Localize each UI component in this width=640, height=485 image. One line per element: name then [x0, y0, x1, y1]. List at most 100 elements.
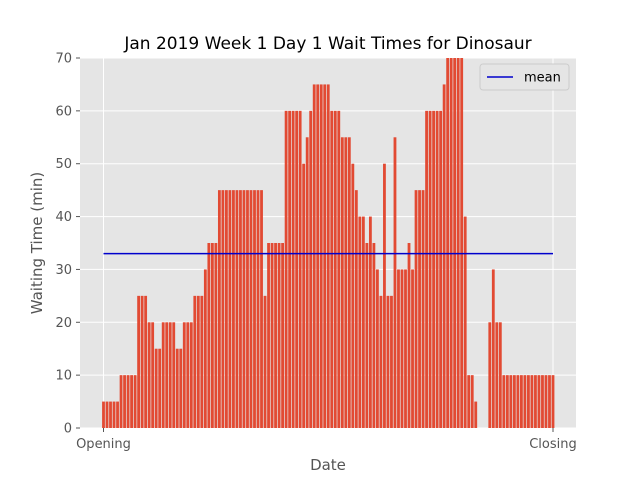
bar: [354, 190, 358, 428]
x-tick-label: Closing: [529, 437, 577, 452]
bar: [260, 190, 263, 428]
bar: [126, 375, 130, 428]
y-tick-labels: 0 10 20 30 40 50 60 70: [55, 52, 80, 437]
bar: [330, 110, 334, 428]
bar: [361, 216, 365, 428]
bar: [435, 110, 439, 428]
y-tick-label: 0: [64, 422, 72, 437]
bar: [421, 190, 425, 428]
bar: [179, 348, 183, 428]
bar: [548, 375, 551, 428]
bar: [344, 137, 348, 429]
bar: [302, 163, 306, 428]
bar: [175, 348, 179, 428]
x-axis-label: Date: [310, 456, 346, 474]
bar: [221, 190, 225, 428]
bar: [186, 322, 190, 428]
bar: [502, 375, 506, 428]
bar: [203, 269, 207, 428]
bar: [411, 269, 414, 428]
bar: [460, 58, 464, 428]
bar: [172, 322, 176, 428]
legend-mean-label: mean: [524, 71, 561, 86]
bar: [333, 110, 337, 428]
x-tick-labels: Opening Closing: [76, 428, 577, 452]
bar: [379, 295, 383, 428]
bar: [263, 295, 267, 428]
bar: [505, 375, 509, 428]
bar: [319, 84, 323, 428]
bar: [154, 348, 158, 428]
bar: [340, 137, 344, 429]
bar: [544, 375, 548, 428]
bar: [133, 375, 137, 428]
bar: [210, 243, 214, 428]
bar: [147, 322, 151, 428]
bar: [295, 110, 299, 428]
bar: [239, 190, 242, 428]
bar: [400, 269, 404, 428]
bar: [376, 269, 379, 428]
bar: [151, 322, 155, 428]
bar: [207, 243, 211, 428]
bar: [383, 163, 386, 428]
bar: [446, 58, 450, 428]
y-tick-label: 30: [55, 263, 72, 278]
bar: [491, 269, 495, 428]
bar: [467, 375, 471, 428]
bar: [189, 322, 193, 428]
bar: [368, 216, 372, 428]
bar: [214, 243, 218, 428]
bar: [249, 190, 253, 428]
bar: [516, 375, 520, 428]
bar: [519, 375, 523, 428]
y-tick-label: 40: [55, 210, 72, 225]
bar: [393, 137, 397, 429]
bar: [144, 295, 148, 428]
y-tick-label: 20: [55, 316, 72, 331]
bar: [270, 243, 274, 428]
bar: [109, 401, 112, 428]
bar: [498, 322, 502, 428]
bar: [112, 401, 116, 428]
bar: [274, 243, 277, 428]
bar: [453, 58, 457, 428]
bar: [428, 110, 432, 428]
bar: [425, 110, 428, 428]
bar: [386, 295, 390, 428]
bar: [102, 401, 105, 428]
bar: [372, 243, 376, 428]
legend: mean: [479, 63, 570, 91]
bars: [102, 58, 555, 429]
bar: [439, 110, 443, 428]
bar: [158, 348, 162, 428]
bar: [534, 375, 537, 428]
bar: [288, 110, 292, 428]
bar: [193, 295, 197, 428]
bar: [530, 375, 534, 428]
chart-title: Jan 2019 Week 1 Day 1 Wait Times for Din…: [123, 34, 531, 54]
bar: [551, 375, 555, 428]
bar: [309, 110, 313, 428]
bar: [242, 190, 246, 428]
bar: [323, 84, 327, 428]
bar: [281, 243, 285, 428]
y-tick-label: 60: [55, 104, 72, 119]
bar: [470, 375, 474, 428]
bar: [196, 295, 200, 428]
bar: [407, 243, 411, 428]
bar: [105, 401, 109, 428]
bar: [523, 375, 527, 428]
bar: [358, 216, 362, 428]
bar: [119, 375, 123, 428]
bar: [123, 375, 126, 428]
bar: [474, 401, 478, 428]
bar: [414, 190, 418, 428]
bar: [298, 110, 302, 428]
bar: [232, 190, 235, 428]
bar: [351, 163, 355, 428]
bar: [488, 322, 492, 428]
bar: [527, 375, 530, 428]
bar: [168, 322, 172, 428]
